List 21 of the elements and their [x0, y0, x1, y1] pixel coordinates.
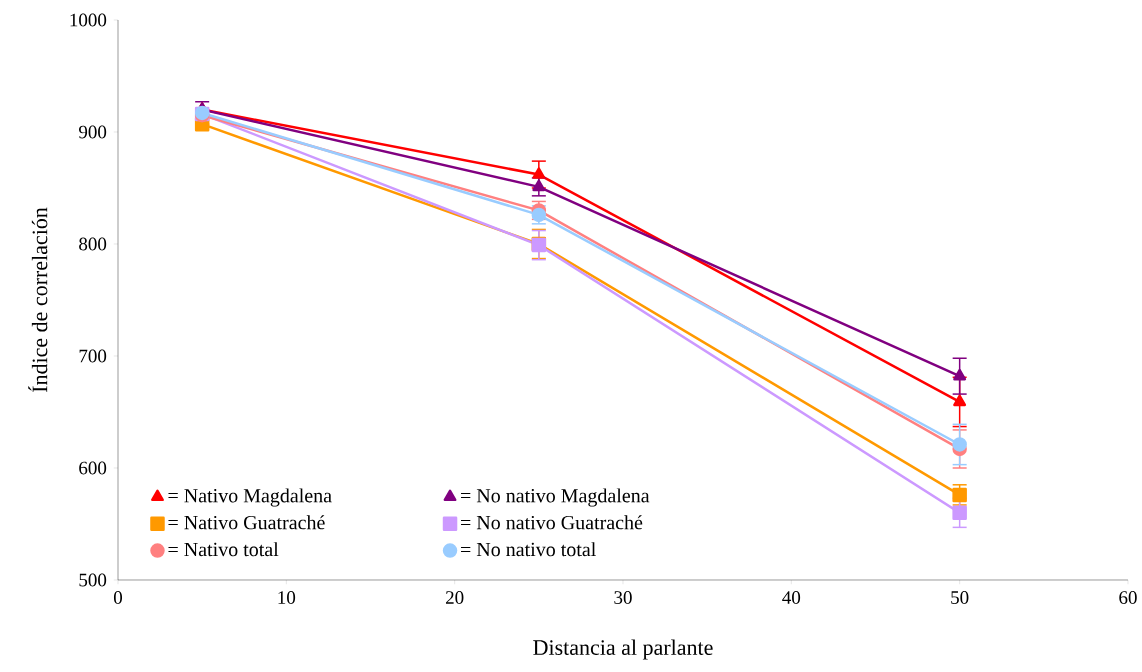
x-tick-label: 30 — [614, 591, 632, 604]
legend-label: = No nativo Magdalena — [461, 488, 650, 507]
legend-label: = Nativo total — [168, 542, 279, 557]
y-axis-title: Índice de correlación — [28, 207, 48, 393]
y-tick-label: 900 — [78, 125, 107, 139]
x-tick-label: 10 — [278, 591, 296, 604]
y-tick-label: 700 — [79, 349, 107, 363]
x-tick-label: 60 — [1119, 591, 1137, 604]
legend-label: = Nativo Guatraché — [168, 515, 325, 530]
x-tick-label: 50 — [951, 591, 969, 604]
x-tick-label: 40 — [782, 591, 801, 604]
x-tick-label: 20 — [445, 591, 464, 604]
y-tick-label: 500 — [79, 573, 107, 587]
legend-label: = Nativo Magdalena — [168, 488, 332, 507]
x-tick-label: 0 — [113, 591, 123, 604]
legend-label: = No nativo Guatraché — [461, 515, 643, 530]
y-tick-label: 1000 — [70, 13, 107, 27]
legend-label: = No nativo total — [461, 542, 596, 557]
x-axis-title: Distancia al parlante — [533, 639, 713, 660]
y-tick-label: 800 — [79, 237, 107, 251]
y-tick-label: 600 — [79, 461, 107, 475]
